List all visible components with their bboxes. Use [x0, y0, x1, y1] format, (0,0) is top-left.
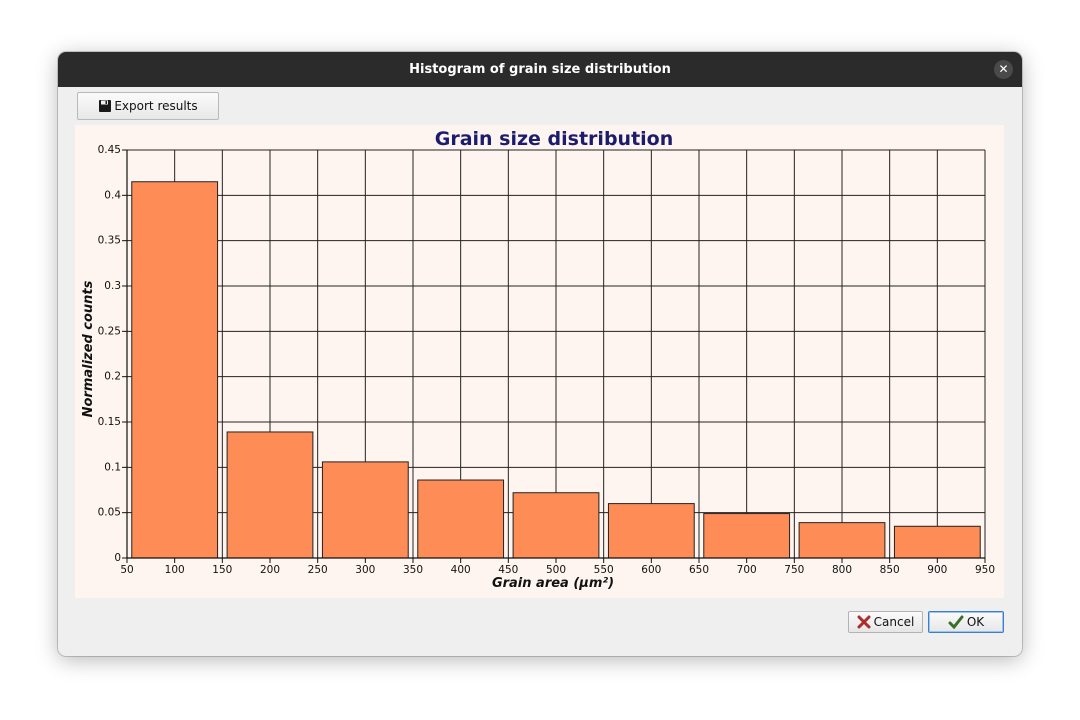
histogram-bar — [131, 181, 219, 559]
y-tick-label: 0 — [114, 552, 121, 564]
histogram-bar — [703, 513, 791, 559]
histogram-bar — [607, 503, 695, 559]
y-tick-label: 0.45 — [98, 144, 121, 156]
histogram-chart: 50 100 150 200 250 300 350 400 450 500 550 600 650 70… — [81, 128, 995, 591]
x-tick-label: 100 — [165, 564, 185, 576]
export-results-button[interactable]: Export results — [77, 92, 219, 120]
x-tick-label: 600 — [641, 564, 661, 576]
save-icon — [99, 100, 112, 112]
x-tick-label: 250 — [308, 564, 328, 576]
x-tick-label: 450 — [498, 564, 518, 576]
x-tick-label: 350 — [403, 564, 423, 576]
x-axis-label: Grain area (µm²) — [492, 576, 614, 591]
cancel-button[interactable]: Cancel — [848, 611, 923, 633]
x-tick-label: 650 — [689, 564, 709, 576]
ok-label: OK — [966, 615, 985, 629]
x-tick-label: 50 — [120, 564, 133, 576]
close-icon: ✕ — [998, 62, 1009, 76]
cancel-x-icon — [857, 615, 871, 629]
y-tick-label: 0.1 — [104, 461, 121, 473]
ok-button[interactable]: OK — [928, 611, 1004, 633]
histogram-bar — [226, 431, 314, 559]
y-tick-label: 0.15 — [98, 416, 121, 428]
x-tick-label: 400 — [451, 564, 471, 576]
histogram-bar — [798, 522, 886, 559]
plot-area: 50 100 150 200 250 300 350 400 450 500 550 600 650 70… — [75, 125, 1004, 598]
x-tick-label: 200 — [260, 564, 280, 576]
y-tick-label: 0.35 — [98, 235, 121, 247]
y-tick-label: 0.4 — [104, 189, 121, 201]
histogram-dialog: Histogram of grain size distribution ✕ E… — [58, 52, 1022, 656]
cancel-label: Cancel — [873, 615, 915, 629]
y-tick-label: 0.25 — [98, 325, 121, 337]
x-tick-label: 550 — [594, 564, 614, 576]
x-tick-label: 150 — [212, 564, 232, 576]
close-button[interactable]: ✕ — [994, 60, 1013, 79]
title-bar: Histogram of grain size distribution ✕ — [58, 52, 1022, 87]
x-tick-label: 800 — [832, 564, 852, 576]
x-tick-label: 500 — [546, 564, 566, 576]
y-tick-label: 0.2 — [104, 371, 121, 383]
histogram-bar — [512, 492, 600, 559]
ok-check-icon — [948, 615, 964, 629]
chart-title: Grain size distribution — [435, 128, 674, 150]
x-tick-label: 950 — [975, 564, 995, 576]
x-tick-label: 750 — [784, 564, 804, 576]
x-tick-label: 700 — [737, 564, 757, 576]
y-tick-label: 0.3 — [104, 280, 121, 292]
x-tick-label: 900 — [927, 564, 947, 576]
y-tick-label: 0.05 — [98, 507, 121, 519]
histogram-bar — [417, 479, 505, 559]
y-axis-label: Normalized counts — [81, 280, 96, 417]
window-title: Histogram of grain size distribution — [409, 62, 671, 77]
histogram-bar — [893, 525, 981, 559]
export-results-label: Export results — [114, 99, 198, 113]
x-tick-label: 850 — [880, 564, 900, 576]
histogram-bar — [321, 461, 409, 559]
x-tick-label: 300 — [355, 564, 375, 576]
